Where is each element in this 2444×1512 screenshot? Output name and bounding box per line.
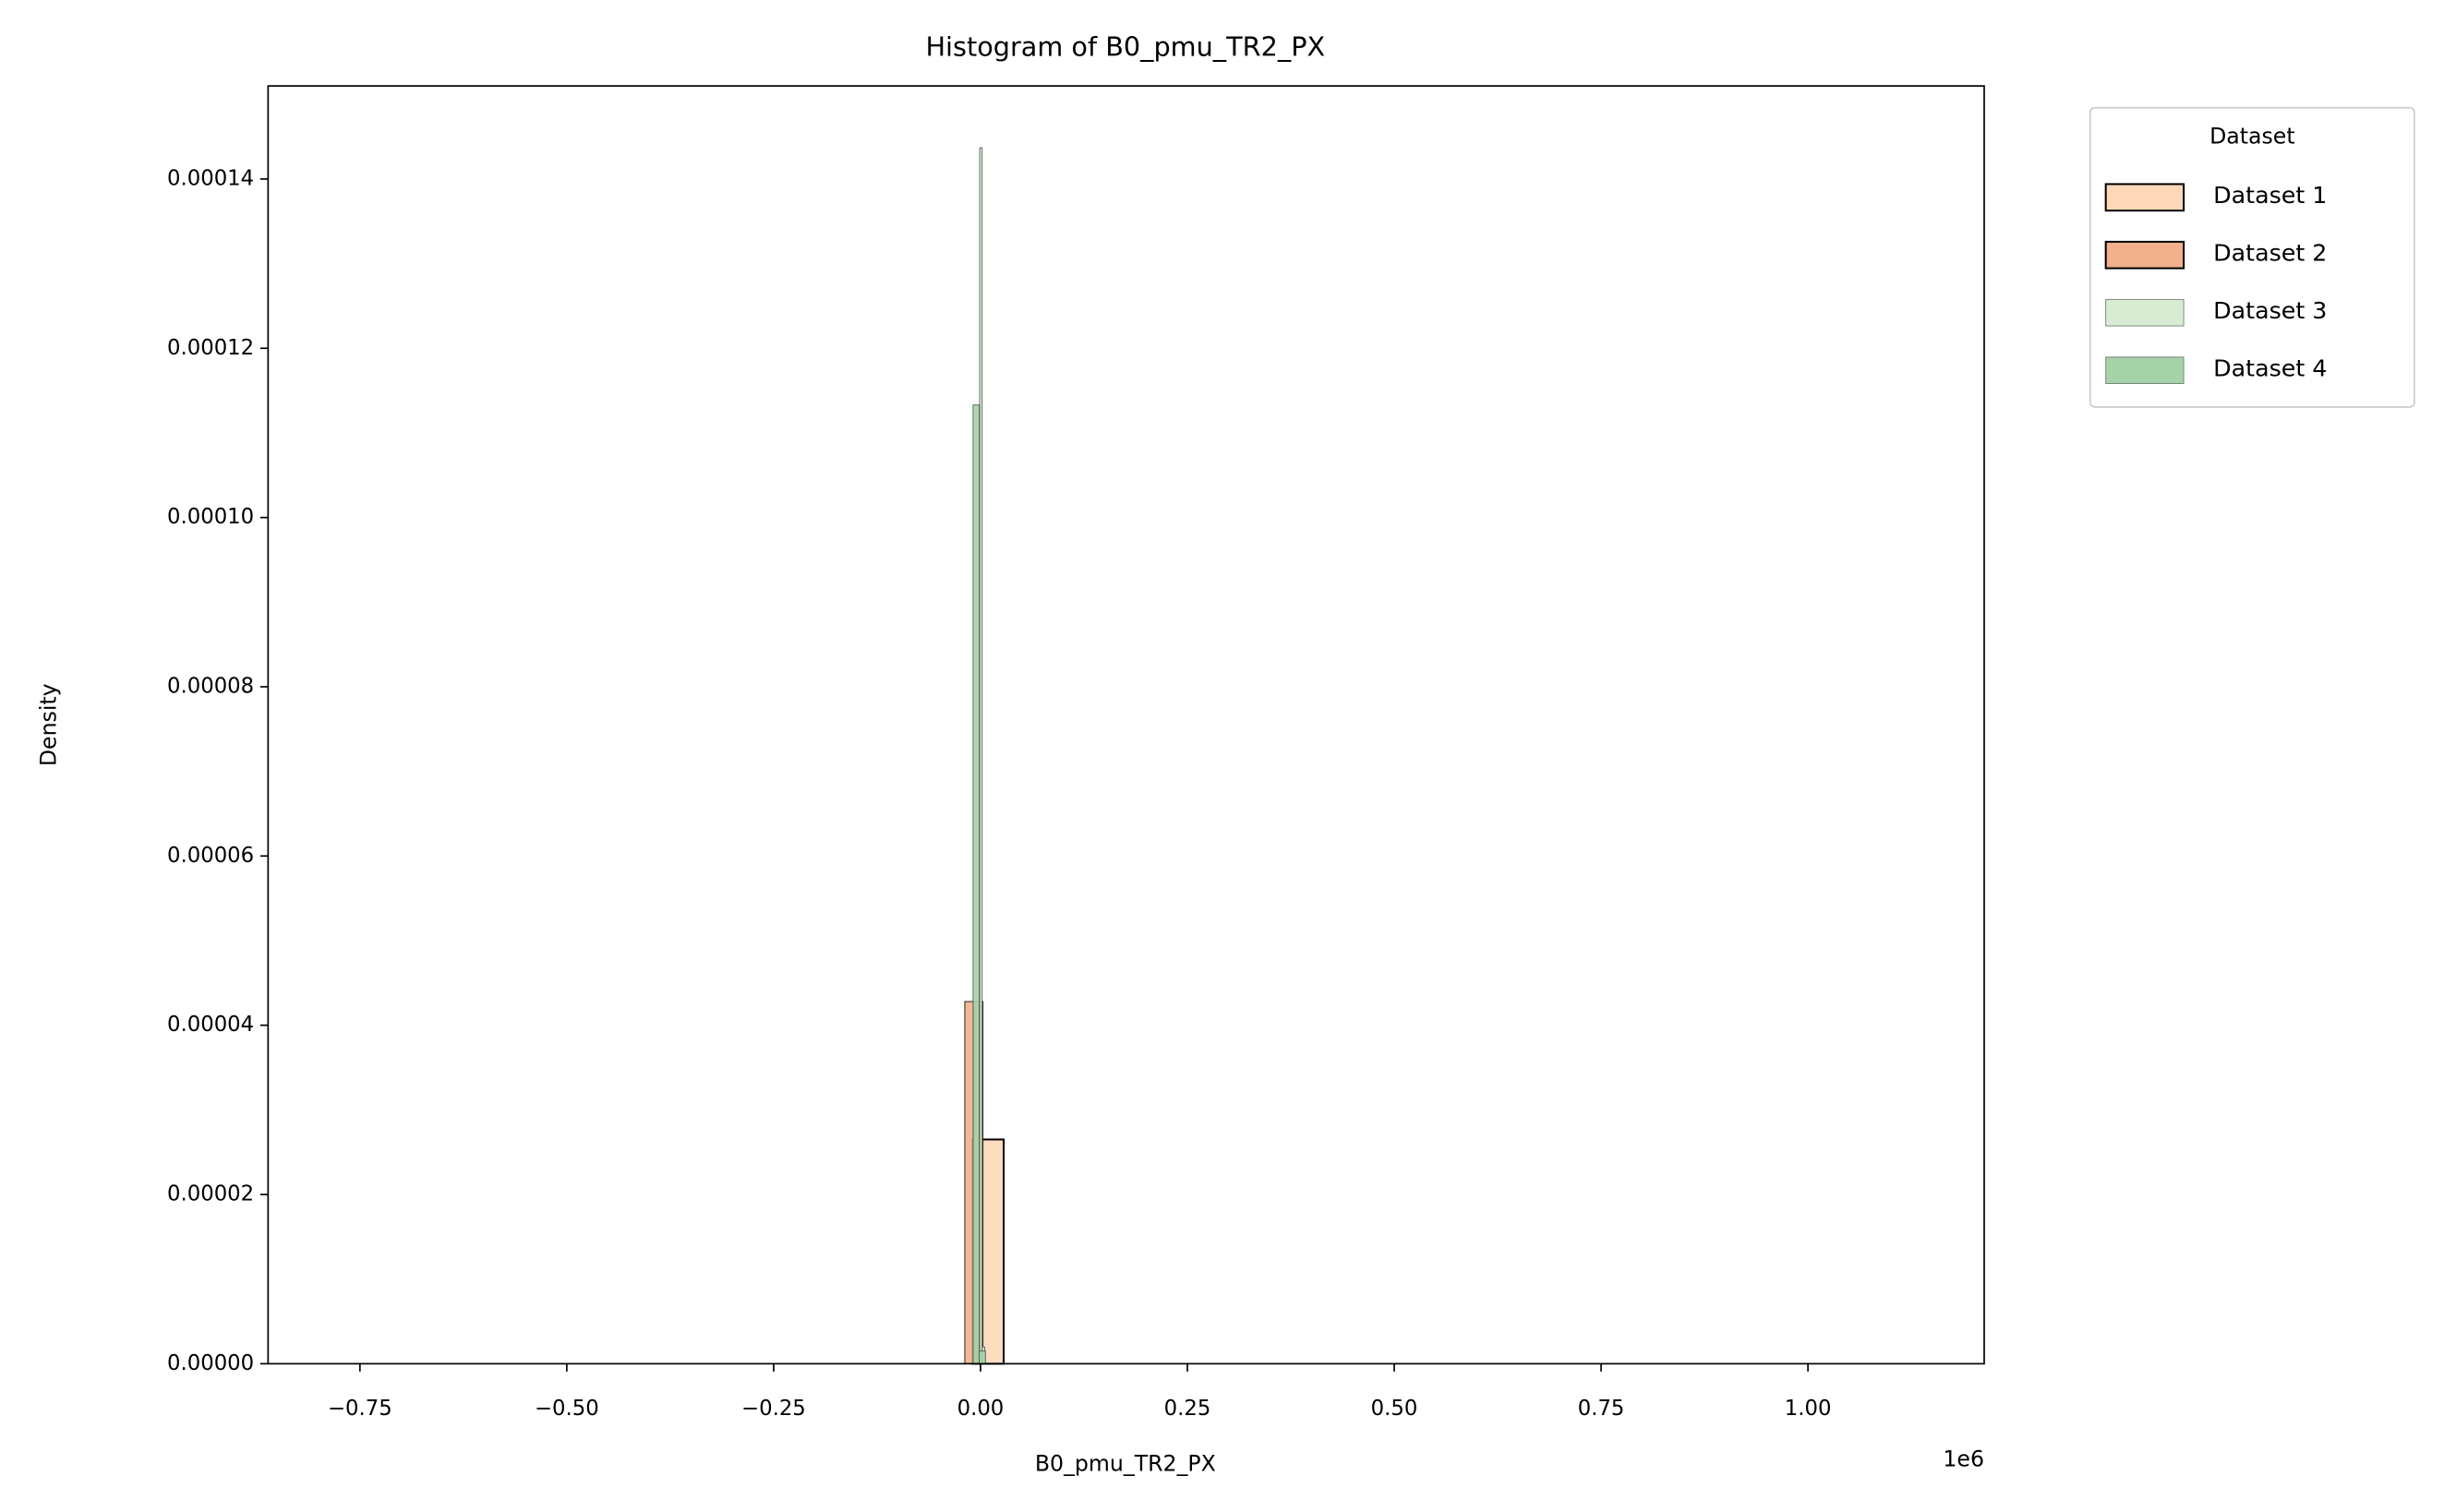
legend-label: Dataset 4	[2213, 354, 2327, 381]
legend: Dataset Dataset 1 Dataset 2 Dataset 3 Datas…	[2089, 106, 2415, 408]
histogram-bar	[972, 404, 981, 1364]
y-tick-label: 0.00010	[167, 505, 254, 529]
histogram-bar	[964, 1001, 975, 1364]
x-tick-label: −0.50	[535, 1397, 599, 1421]
histogram-bar	[979, 147, 983, 1364]
x-tick-label: −0.75	[328, 1397, 392, 1421]
y-tick-label: 0.00012	[167, 336, 254, 360]
chart-title: Histogram of B0_pmu_TR2_PX	[925, 31, 1325, 63]
x-axis-label: B0_pmu_TR2_PX	[1035, 1451, 1216, 1477]
y-tick-label: 0.00004	[167, 1013, 254, 1037]
x-tick-label: 1.00	[1785, 1397, 1832, 1421]
legend-swatch	[2105, 356, 2185, 384]
x-tick-label: 0.00	[957, 1397, 1005, 1421]
legend-box	[2089, 106, 2415, 408]
legend-swatch	[2105, 298, 2185, 327]
x-tick-label: 0.25	[1164, 1397, 1211, 1421]
y-axis-label: Density	[36, 683, 62, 766]
x-tick-label: 0.50	[1371, 1397, 1418, 1421]
legend-label: Dataset 1	[2213, 181, 2327, 209]
y-tick-label: 0.00002	[167, 1182, 254, 1206]
x-offset-label: 1e6	[1943, 1446, 1984, 1472]
legend-title: Dataset	[2209, 123, 2295, 149]
legend-label: Dataset 3	[2213, 296, 2327, 324]
histogram-bar	[979, 1350, 986, 1364]
y-tick-label: 0.00008	[167, 674, 254, 698]
y-tick-label: 0.00000	[167, 1351, 254, 1375]
legend-label: Dataset 2	[2213, 238, 2327, 266]
legend-swatch	[2104, 183, 2185, 212]
x-tick-label: −0.25	[741, 1397, 806, 1421]
axes-frame	[267, 85, 1985, 1365]
y-tick-label: 0.00006	[167, 844, 254, 868]
plot-area	[964, 147, 1005, 1365]
x-tick-label: 0.75	[1578, 1397, 1625, 1421]
y-tick-label: 0.00014	[167, 166, 254, 190]
legend-swatch	[2104, 240, 2185, 270]
